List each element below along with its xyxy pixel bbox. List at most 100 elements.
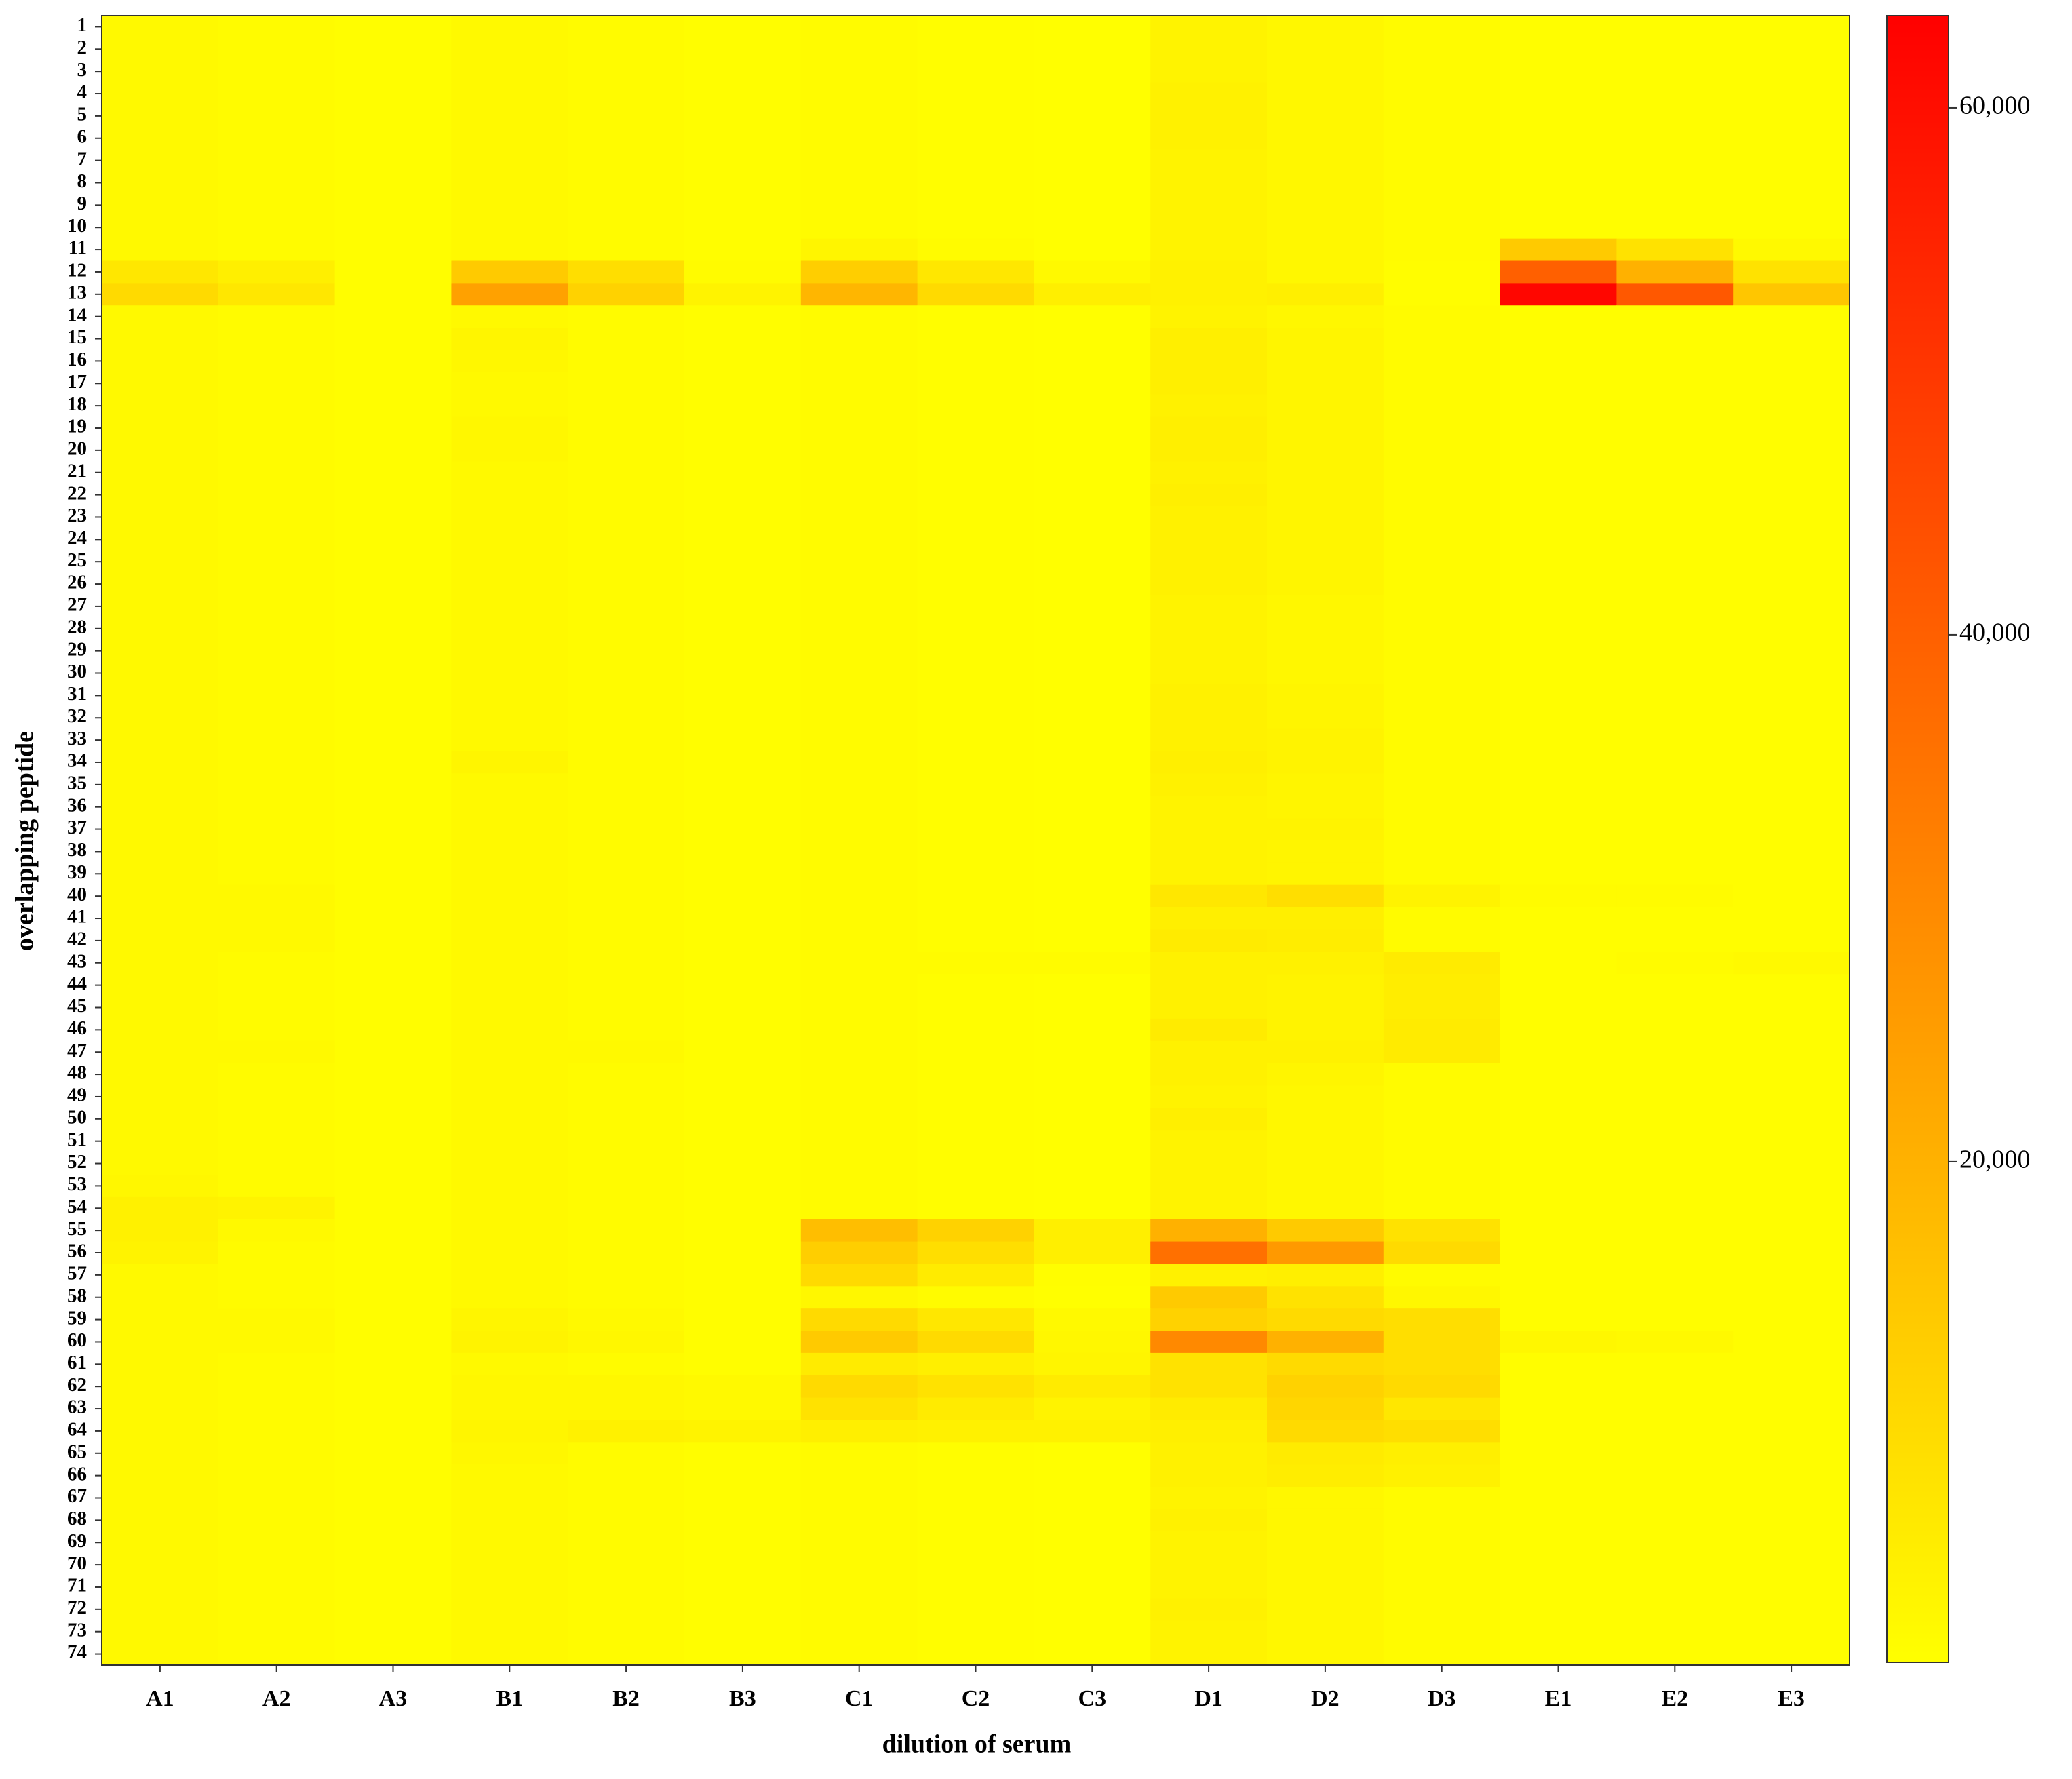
colorbar: [1886, 15, 1949, 1663]
heatmap-cell: [917, 706, 1034, 730]
heatmap-cell: [1034, 193, 1151, 217]
y-tick-label: 69: [67, 1530, 87, 1552]
heatmap-cell: [800, 662, 918, 685]
heatmap-cell: [1267, 751, 1384, 775]
heatmap-cell: [1383, 595, 1501, 618]
heatmap-cell: [218, 372, 336, 395]
heatmap-cell: [1383, 1643, 1501, 1666]
heatmap-cell: [1733, 149, 1850, 172]
heatmap-cell: [334, 305, 452, 328]
heatmap-cell: [1733, 1040, 1850, 1064]
heatmap-cell: [218, 572, 336, 596]
heatmap-cell: [334, 640, 452, 663]
heatmap-cell: [218, 1553, 336, 1577]
heatmap-cell: [568, 372, 685, 395]
heatmap-cell: [1267, 1375, 1384, 1399]
heatmap-cell: [334, 1130, 452, 1153]
heatmap-cell: [800, 952, 918, 975]
heatmap-cell: [451, 1397, 568, 1421]
heatmap-cell: [334, 796, 452, 819]
y-tick-label: 70: [67, 1552, 87, 1574]
heatmap-cell: [102, 840, 219, 863]
heatmap-cell: [1150, 684, 1268, 707]
heatmap-cell: [1383, 127, 1501, 150]
heatmap-cell: [684, 127, 802, 150]
heatmap-cell: [1616, 104, 1734, 128]
heatmap-cell: [218, 773, 336, 796]
heatmap-cell: [1383, 439, 1501, 462]
heatmap-cell: [1150, 1375, 1268, 1399]
heatmap-cell: [334, 1040, 452, 1064]
heatmap-cell: [1500, 1487, 1617, 1510]
heatmap-cell: [800, 37, 918, 61]
heatmap-cell: [102, 550, 219, 574]
heatmap-cell: [451, 305, 568, 328]
heatmap-cell: [1150, 484, 1268, 507]
heatmap-cell: [451, 60, 568, 83]
heatmap-cell: [1150, 796, 1268, 819]
heatmap-cell: [1500, 82, 1617, 106]
heatmap-cell: [800, 1286, 918, 1309]
heatmap-cell: [1034, 862, 1151, 886]
heatmap-cell: [1267, 818, 1384, 841]
y-tick-label: 60: [67, 1329, 87, 1351]
heatmap-cell: [1733, 1420, 1850, 1443]
heatmap-cell: [1733, 349, 1850, 373]
heatmap-cell: [1150, 1174, 1268, 1198]
heatmap-cell: [568, 461, 685, 484]
heatmap-cell: [1616, 1174, 1734, 1198]
colorbar-tick-label: 20,000: [1959, 1146, 2031, 1174]
heatmap-cell: [1383, 349, 1501, 373]
heatmap-cell: [568, 1219, 685, 1243]
heatmap-cell: [1616, 60, 1734, 83]
heatmap-cell: [1616, 216, 1734, 239]
heatmap-cell: [1267, 149, 1384, 172]
heatmap-cell: [568, 662, 685, 685]
y-tick-label: 68: [67, 1508, 87, 1529]
heatmap-cell: [800, 1331, 918, 1354]
heatmap-cell: [568, 1598, 685, 1621]
heatmap-cell: [451, 394, 568, 418]
heatmap-cell: [1616, 1442, 1734, 1465]
heatmap-cell: [800, 349, 918, 373]
heatmap-cell: [334, 1620, 452, 1643]
heatmap-cell: [451, 1085, 568, 1108]
heatmap-cell: [568, 684, 685, 707]
y-tick-label: 23: [67, 505, 87, 526]
heatmap-cell: [334, 862, 452, 886]
heatmap-cell: [1034, 127, 1151, 150]
heatmap-cell: [1383, 372, 1501, 395]
heatmap-cell: [1616, 37, 1734, 61]
heatmap-cell: [451, 127, 568, 150]
heatmap-cell: [102, 528, 219, 551]
heatmap-cell: [451, 550, 568, 574]
heatmap-cell: [1733, 439, 1850, 462]
heatmap-cell: [1034, 1508, 1151, 1532]
heatmap-cell: [1034, 372, 1151, 395]
heatmap-cell: [1733, 193, 1850, 217]
heatmap-cell: [1150, 907, 1268, 931]
heatmap-cell: [218, 1085, 336, 1108]
heatmap-cell: [1500, 1241, 1617, 1265]
heatmap-cell: [218, 862, 336, 886]
heatmap-cell: [917, 104, 1034, 128]
heatmap-cell: [1616, 506, 1734, 529]
heatmap-cell: [684, 1464, 802, 1487]
heatmap-cell: [451, 238, 568, 262]
heatmap-cell: [1733, 260, 1850, 284]
heatmap-cell: [684, 840, 802, 863]
heatmap-cell: [568, 1464, 685, 1487]
heatmap-cell: [684, 82, 802, 106]
heatmap-cell: [451, 1308, 568, 1331]
heatmap-cell: [917, 216, 1034, 239]
heatmap-cell: [1150, 662, 1268, 685]
heatmap-cell: [1616, 1241, 1734, 1265]
heatmap-cell: [684, 617, 802, 640]
heatmap-cell: [917, 1531, 1034, 1555]
heatmap-cell: [568, 974, 685, 997]
heatmap-cell: [1150, 238, 1268, 262]
heatmap-cell: [1733, 773, 1850, 796]
heatmap-cell: [1500, 372, 1617, 395]
heatmap-cell: [1616, 862, 1734, 886]
heatmap-cell: [218, 974, 336, 997]
